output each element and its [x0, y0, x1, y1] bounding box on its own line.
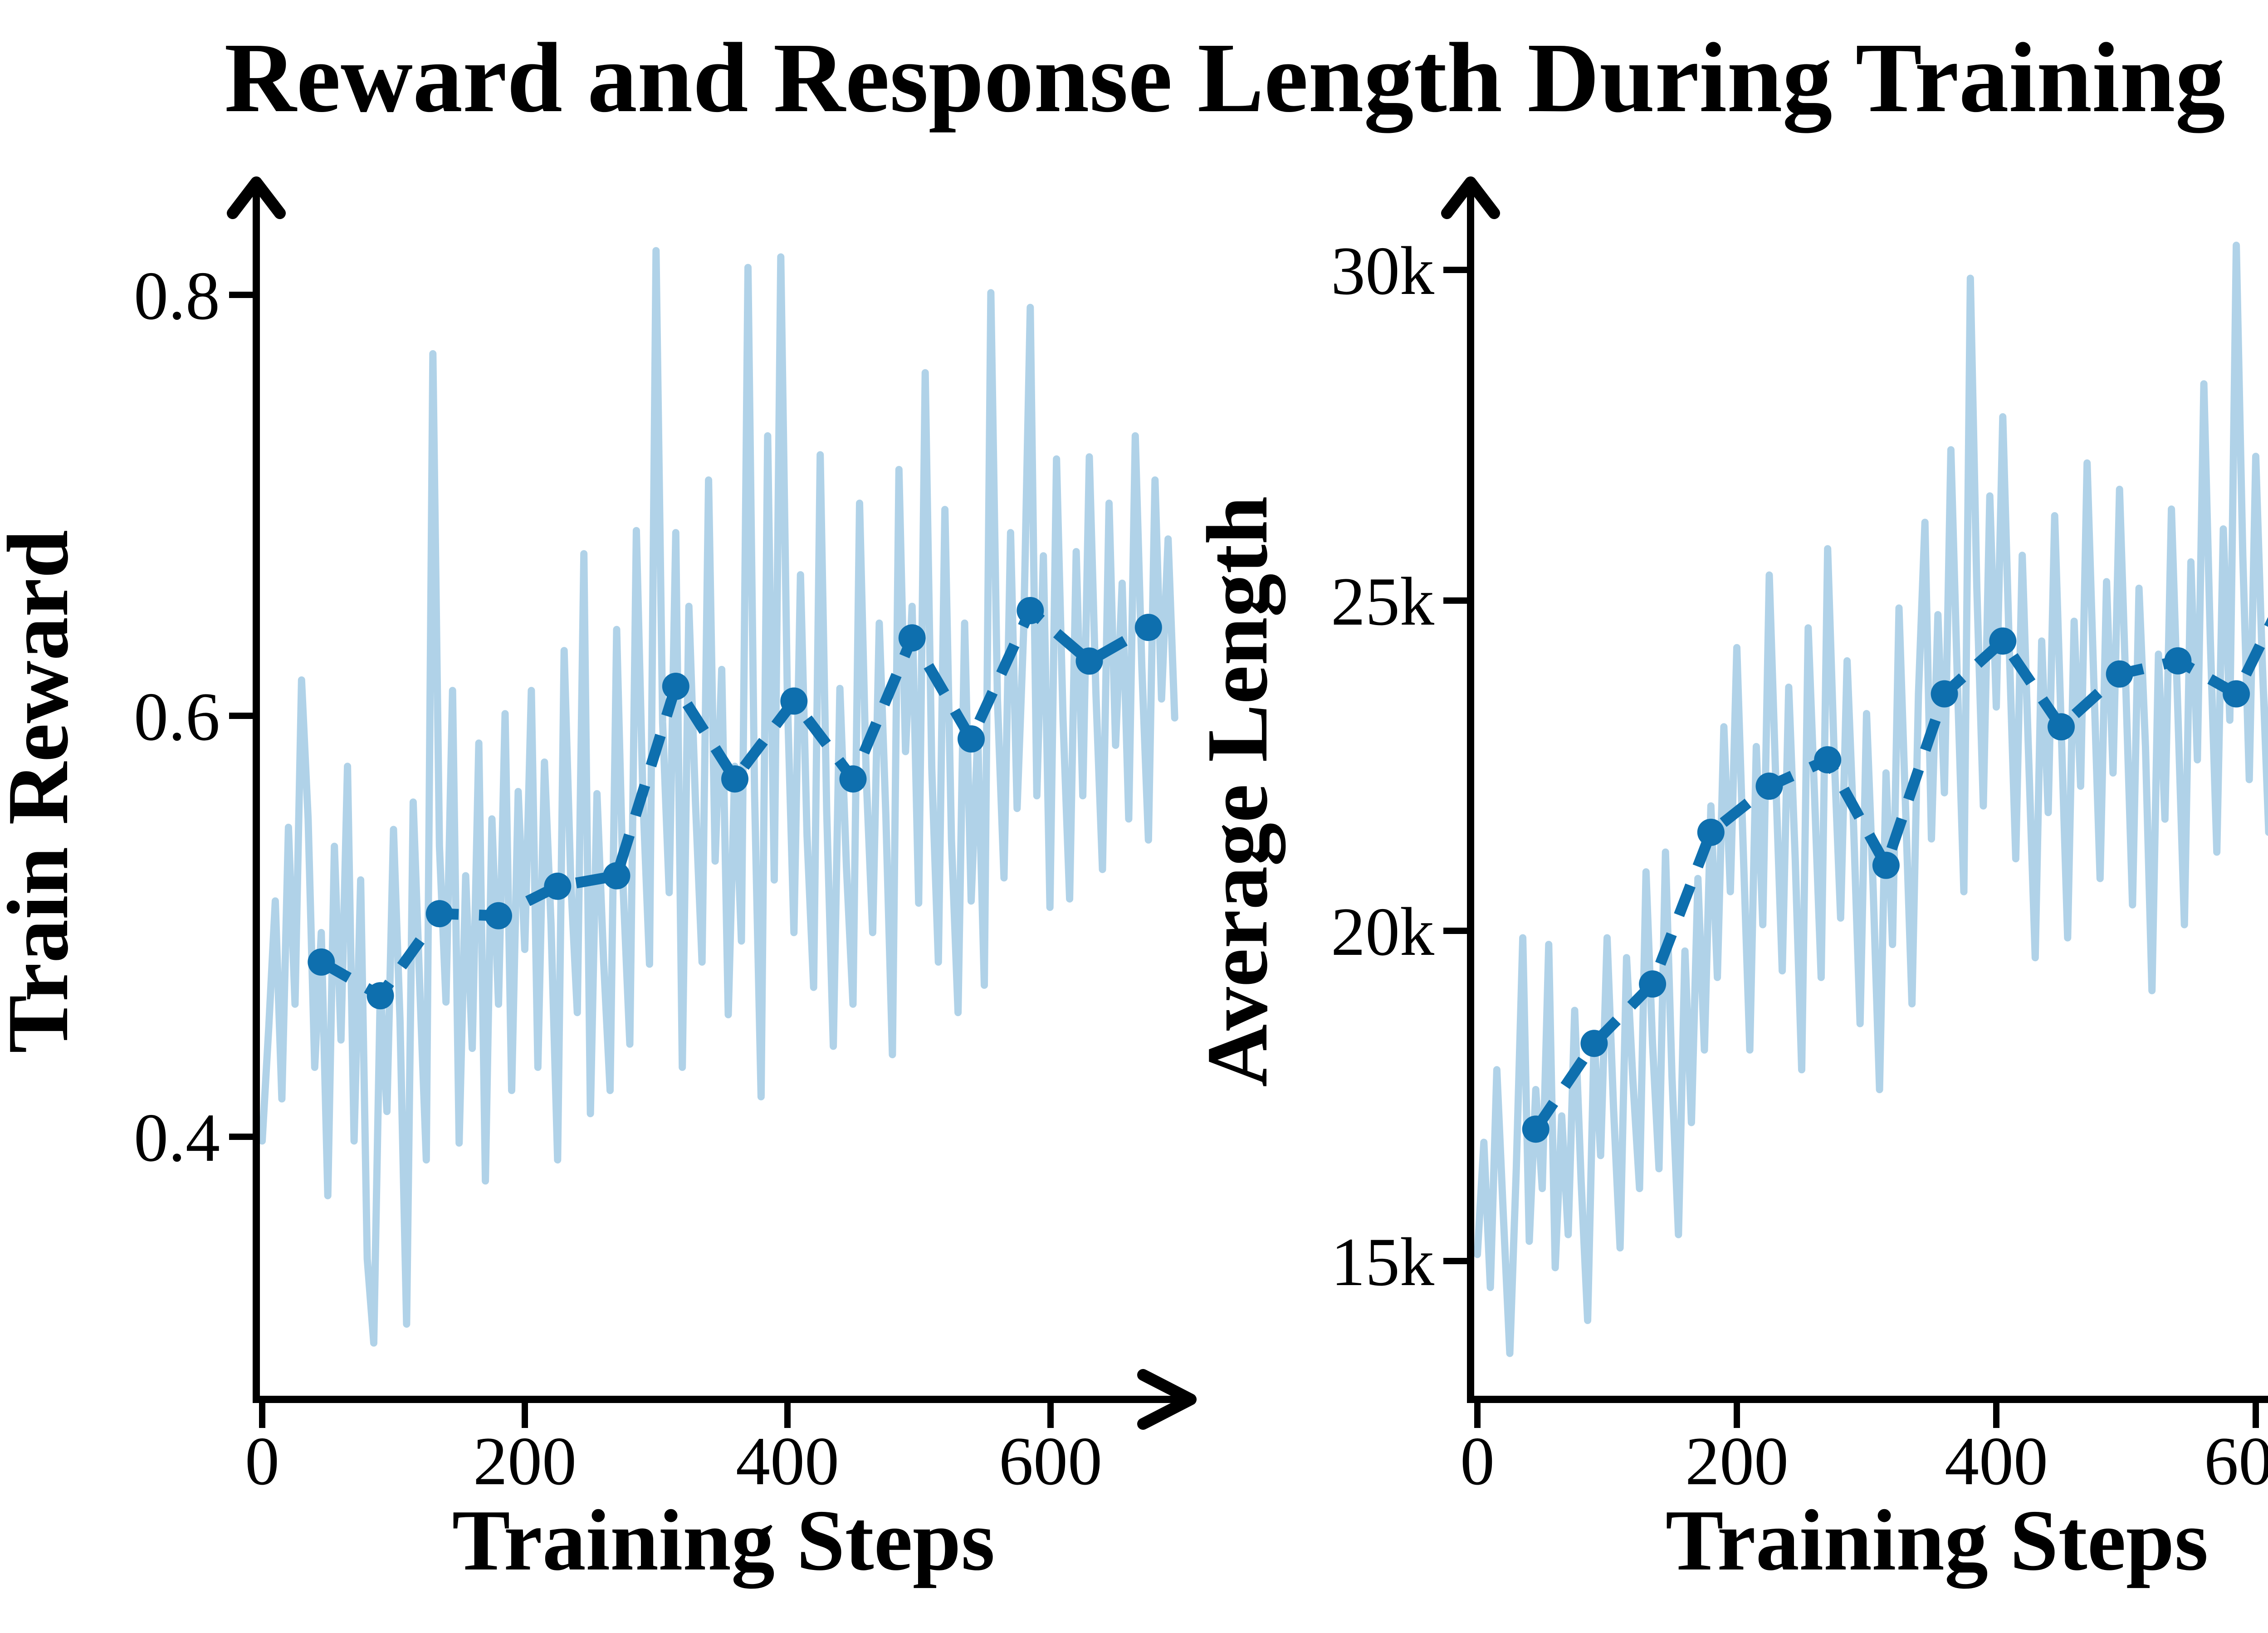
right-xtick-label: 0 — [1460, 1423, 1495, 1499]
left-yaxis-title: Train Reward — [0, 530, 86, 1053]
raw-length-line — [1474, 241, 2268, 1357]
subplot-train-reward: 0.8 0.6 0.4 0 200 400 600 Training Steps… — [0, 176, 1197, 1589]
left-xtick-label: 200 — [473, 1423, 577, 1499]
data-point-marker — [1075, 647, 1103, 675]
data-point-marker — [958, 725, 985, 753]
right-xaxis-title: Training Steps — [1666, 1492, 2209, 1589]
right-y-axis-arrow-icon — [1441, 176, 1500, 219]
data-point-marker — [1989, 627, 2017, 655]
data-point-marker — [2164, 647, 2192, 675]
left-xtick-label: 0 — [245, 1423, 279, 1499]
left-x-axis-arrow-icon — [1137, 1369, 1197, 1430]
data-point-marker — [485, 902, 512, 929]
left-ytick-label: 0.6 — [134, 679, 220, 755]
right-ytick-label: 30k — [1331, 233, 1434, 309]
data-point-marker — [2048, 713, 2075, 741]
raw-reward-line — [259, 247, 1178, 1347]
data-point-marker — [1872, 851, 1900, 879]
data-point-marker — [898, 624, 926, 652]
data-point-marker — [367, 982, 394, 1010]
data-point-marker — [1017, 597, 1044, 624]
data-point-marker — [1639, 970, 1667, 998]
left-xaxis-title: Training Steps — [452, 1492, 995, 1589]
left-ytick-label: 0.4 — [134, 1100, 220, 1176]
smoothed-reward-line — [318, 605, 1151, 1002]
data-point-marker — [603, 862, 631, 890]
data-point-marker — [2223, 680, 2250, 708]
right-xtick-label: 600 — [2204, 1423, 2268, 1499]
subplot-average-length: 30k 25k 20k 15k 0 200 400 600 Training S… — [1189, 176, 2268, 1589]
left-xtick-label: 400 — [736, 1423, 839, 1499]
data-point-marker — [1814, 746, 1842, 773]
right-ytick-label: 20k — [1331, 894, 1434, 970]
data-point-marker — [780, 687, 808, 715]
right-xtick-label: 200 — [1685, 1423, 1789, 1499]
data-point-marker — [662, 673, 689, 700]
figure-title: Reward and Response Length During Traini… — [225, 22, 2225, 133]
data-point-marker — [544, 872, 572, 900]
data-point-marker — [308, 948, 335, 976]
data-point-marker — [1755, 772, 1783, 800]
data-point-marker — [1697, 818, 1725, 846]
left-y-axis-arrow-icon — [227, 176, 286, 219]
data-point-marker — [839, 765, 867, 793]
right-xtick-label: 400 — [1945, 1423, 2048, 1499]
data-point-marker — [1931, 680, 1958, 708]
data-point-marker — [1580, 1030, 1608, 1057]
left-xtick-label: 600 — [999, 1423, 1102, 1499]
data-point-marker — [1134, 614, 1162, 641]
left-ytick-label: 0.8 — [134, 258, 220, 334]
right-ytick-label: 15k — [1331, 1224, 1434, 1300]
right-yaxis-title: Average Length — [1189, 496, 1286, 1087]
smoothed-reward-markers — [308, 597, 1162, 1010]
data-point-marker — [1522, 1115, 1549, 1143]
right-ytick-label: 25k — [1331, 563, 1434, 640]
data-point-marker — [425, 900, 453, 928]
data-point-marker — [721, 765, 748, 793]
data-point-marker — [2106, 660, 2133, 688]
smoothed-length-markers — [1522, 627, 2250, 1143]
